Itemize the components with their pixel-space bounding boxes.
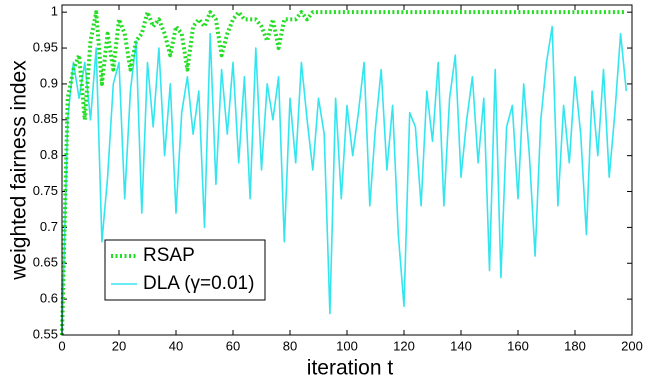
x-tick-label: 180 [564,338,586,353]
y-tick-label: 0.55 [33,326,58,341]
x-tick-label: 160 [507,338,529,353]
legend: RSAP DLA (γ=0.01) [104,239,266,301]
plot-frame [61,4,633,336]
y-tick-label: 0.75 [33,183,58,198]
y-tick-label: 0.7 [40,219,58,234]
legend-box [104,239,266,301]
y-axis-label: weighted fairness index [8,60,31,281]
series-line [61,25,628,336]
x-tick-label: 60 [226,338,240,353]
y-tick-label: 1 [51,4,58,19]
x-tick-label: 140 [450,338,472,353]
x-tick-label: 20 [112,338,126,353]
x-tick-label: 0 [58,338,65,353]
x-tick-label: 120 [393,338,415,353]
series-line [60,10,627,336]
y-tick-label: 0.85 [33,111,58,126]
y-tick-label: 0.95 [33,39,58,54]
legend-label: DLA (γ=0.01) [143,273,254,294]
y-tick-label: 0.9 [40,75,58,90]
x-tick-label: 100 [336,338,358,353]
x-tick-label: 80 [283,338,297,353]
x-axis-label: iteration t [307,357,394,380]
y-tick-label: 0.8 [40,147,58,162]
x-tick-label: 40 [169,338,183,353]
legend-label: RSAP [143,245,195,266]
x-tick-label: 200 [621,338,643,353]
y-tick-label: 0.6 [40,291,58,306]
y-tick-label: 0.65 [33,255,58,270]
